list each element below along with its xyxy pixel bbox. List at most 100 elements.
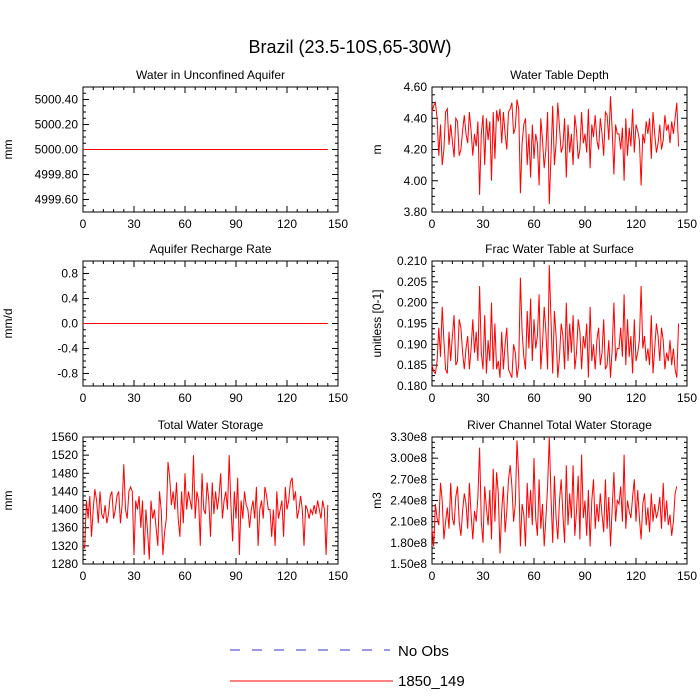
chart-panel-6: River Channel Total Water Storage 0 30 60 90… bbox=[370, 418, 697, 583]
x-tick-label: 30 bbox=[476, 217, 490, 231]
x-tick-label: 0 bbox=[80, 217, 87, 231]
x-tick-label: 120 bbox=[626, 217, 646, 231]
y-tick-label: 0.205 bbox=[397, 275, 427, 289]
x-tick-label: 90 bbox=[578, 569, 592, 583]
y-tick-label: 1440 bbox=[51, 484, 78, 498]
figure-title: Brazil (23.5-10S,65-30W) bbox=[248, 37, 451, 57]
legend-1850-149-label: 1850_149 bbox=[398, 673, 465, 690]
series-line-1850_149 bbox=[431, 265, 679, 378]
chart-panel-4: Frac Water Table at Surface 0 30 60 90 120 150… bbox=[370, 242, 697, 405]
y-tick-label: 3.80 bbox=[404, 205, 428, 219]
y-tick-label: 4.40 bbox=[404, 111, 428, 125]
x-tick-label: 30 bbox=[476, 391, 490, 405]
y-tick-label: 4.60 bbox=[404, 80, 428, 94]
x-tick-label: 90 bbox=[229, 391, 243, 405]
y-tick-label: 0.200 bbox=[397, 296, 427, 310]
x-tick-label: 30 bbox=[127, 217, 141, 231]
y-tick-label: 0.180 bbox=[397, 379, 427, 393]
y-tick-label: 0.8 bbox=[61, 267, 78, 281]
x-tick-label: 90 bbox=[578, 391, 592, 405]
y-tick-label: 4999.80 bbox=[35, 168, 79, 182]
x-tick-label: 150 bbox=[328, 391, 348, 405]
y-tick-label: 5000.40 bbox=[35, 93, 79, 107]
x-tick-label: 30 bbox=[127, 391, 141, 405]
chart-title: River Channel Total Water Storage bbox=[467, 418, 652, 432]
y-tick-label: 2.70e8 bbox=[390, 472, 427, 486]
x-tick-label: 0 bbox=[429, 569, 436, 583]
y-tick-label: -0.8 bbox=[57, 367, 78, 381]
y-tick-label: 0.185 bbox=[397, 358, 427, 372]
x-tick-label: 60 bbox=[527, 391, 541, 405]
y-tick-label: 1280 bbox=[51, 557, 78, 571]
series-line-1850_149 bbox=[82, 455, 329, 560]
x-tick-label: 120 bbox=[626, 391, 646, 405]
chart-panel-1: Water in Unconfined Aquifer 0 30 60 90 120 150… bbox=[1, 68, 348, 231]
x-tick-label: 150 bbox=[677, 569, 697, 583]
x-tick-label: 0 bbox=[429, 391, 436, 405]
y-tick-label: 0.210 bbox=[397, 254, 427, 268]
series-line-1850_149 bbox=[431, 436, 678, 554]
series-line-1850_149 bbox=[431, 96, 679, 205]
y-tick-label: 0.195 bbox=[397, 317, 427, 331]
x-tick-label: 90 bbox=[578, 217, 592, 231]
chart-title: Water Table Depth bbox=[510, 68, 609, 82]
x-tick-label: 120 bbox=[277, 569, 297, 583]
y-axis-label: m bbox=[370, 145, 384, 155]
legend-no-obs-label: No Obs bbox=[398, 643, 449, 660]
chart-title: Frac Water Table at Surface bbox=[485, 242, 634, 256]
y-tick-label: 0.4 bbox=[61, 292, 78, 306]
x-tick-label: 0 bbox=[80, 569, 87, 583]
y-tick-label: 5000.00 bbox=[35, 143, 79, 157]
chart-title: Aquifer Recharge Rate bbox=[149, 242, 271, 256]
y-tick-label: 4999.60 bbox=[35, 193, 79, 207]
x-tick-label: 150 bbox=[677, 217, 697, 231]
y-tick-label: 4.20 bbox=[404, 143, 428, 157]
y-tick-label: 1560 bbox=[51, 430, 78, 444]
x-tick-label: 150 bbox=[328, 569, 348, 583]
y-tick-label: 4.00 bbox=[404, 174, 428, 188]
x-tick-label: 60 bbox=[178, 217, 192, 231]
y-tick-label: 0.0 bbox=[61, 317, 78, 331]
y-tick-label: 3.00e8 bbox=[390, 451, 427, 465]
y-axis-label: mm bbox=[1, 491, 15, 511]
x-tick-label: 60 bbox=[527, 569, 541, 583]
y-tick-label: 1480 bbox=[51, 466, 78, 480]
chart-title: Total Water Storage bbox=[158, 418, 264, 432]
y-tick-label: 2.10e8 bbox=[390, 515, 427, 529]
y-axis-label: unitless [0-1] bbox=[370, 289, 384, 357]
y-tick-label: 1360 bbox=[51, 521, 78, 535]
chart-title: Water in Unconfined Aquifer bbox=[136, 68, 285, 82]
y-tick-label: 1320 bbox=[51, 539, 78, 553]
y-axis-label: mm bbox=[1, 140, 15, 160]
y-axis-label: m3 bbox=[370, 492, 384, 509]
x-tick-label: 120 bbox=[277, 217, 297, 231]
chart-panel-3: Aquifer Recharge Rate 0 30 60 90 120 150 -0.8 -0… bbox=[1, 242, 348, 405]
y-tick-label: -0.4 bbox=[57, 342, 78, 356]
y-tick-label: 2.40e8 bbox=[390, 494, 427, 508]
x-tick-label: 60 bbox=[178, 569, 192, 583]
y-tick-label: 0.190 bbox=[397, 337, 427, 351]
y-tick-label: 1520 bbox=[51, 448, 78, 462]
plot-frame bbox=[431, 260, 688, 387]
x-tick-label: 60 bbox=[527, 217, 541, 231]
x-tick-label: 0 bbox=[429, 217, 436, 231]
x-tick-label: 90 bbox=[229, 569, 243, 583]
panels: Water in Unconfined Aquifer 0 30 60 90 120 150… bbox=[1, 68, 697, 583]
y-axis-label: mm/d bbox=[1, 309, 15, 339]
y-tick-label: 1400 bbox=[51, 503, 78, 517]
x-tick-label: 150 bbox=[677, 391, 697, 405]
y-tick-label: 3.30e8 bbox=[390, 430, 427, 444]
plot-frame bbox=[431, 86, 688, 213]
y-tick-label: 1.50e8 bbox=[390, 557, 427, 571]
chart-panel-2: Water Table Depth 0 30 60 90 120 150 3.80 4.00 4.… bbox=[370, 68, 697, 231]
legend: No Obs 1850_149 bbox=[230, 643, 465, 690]
x-tick-label: 60 bbox=[178, 391, 192, 405]
x-tick-label: 120 bbox=[626, 569, 646, 583]
y-tick-label: 5000.20 bbox=[35, 118, 79, 132]
chart-panel-5: Total Water Storage 0 30 60 90 120 150 1280 1320… bbox=[1, 418, 348, 583]
x-tick-label: 30 bbox=[127, 569, 141, 583]
y-tick-label: 1.80e8 bbox=[390, 536, 427, 550]
x-tick-label: 150 bbox=[328, 217, 348, 231]
x-tick-label: 120 bbox=[277, 391, 297, 405]
